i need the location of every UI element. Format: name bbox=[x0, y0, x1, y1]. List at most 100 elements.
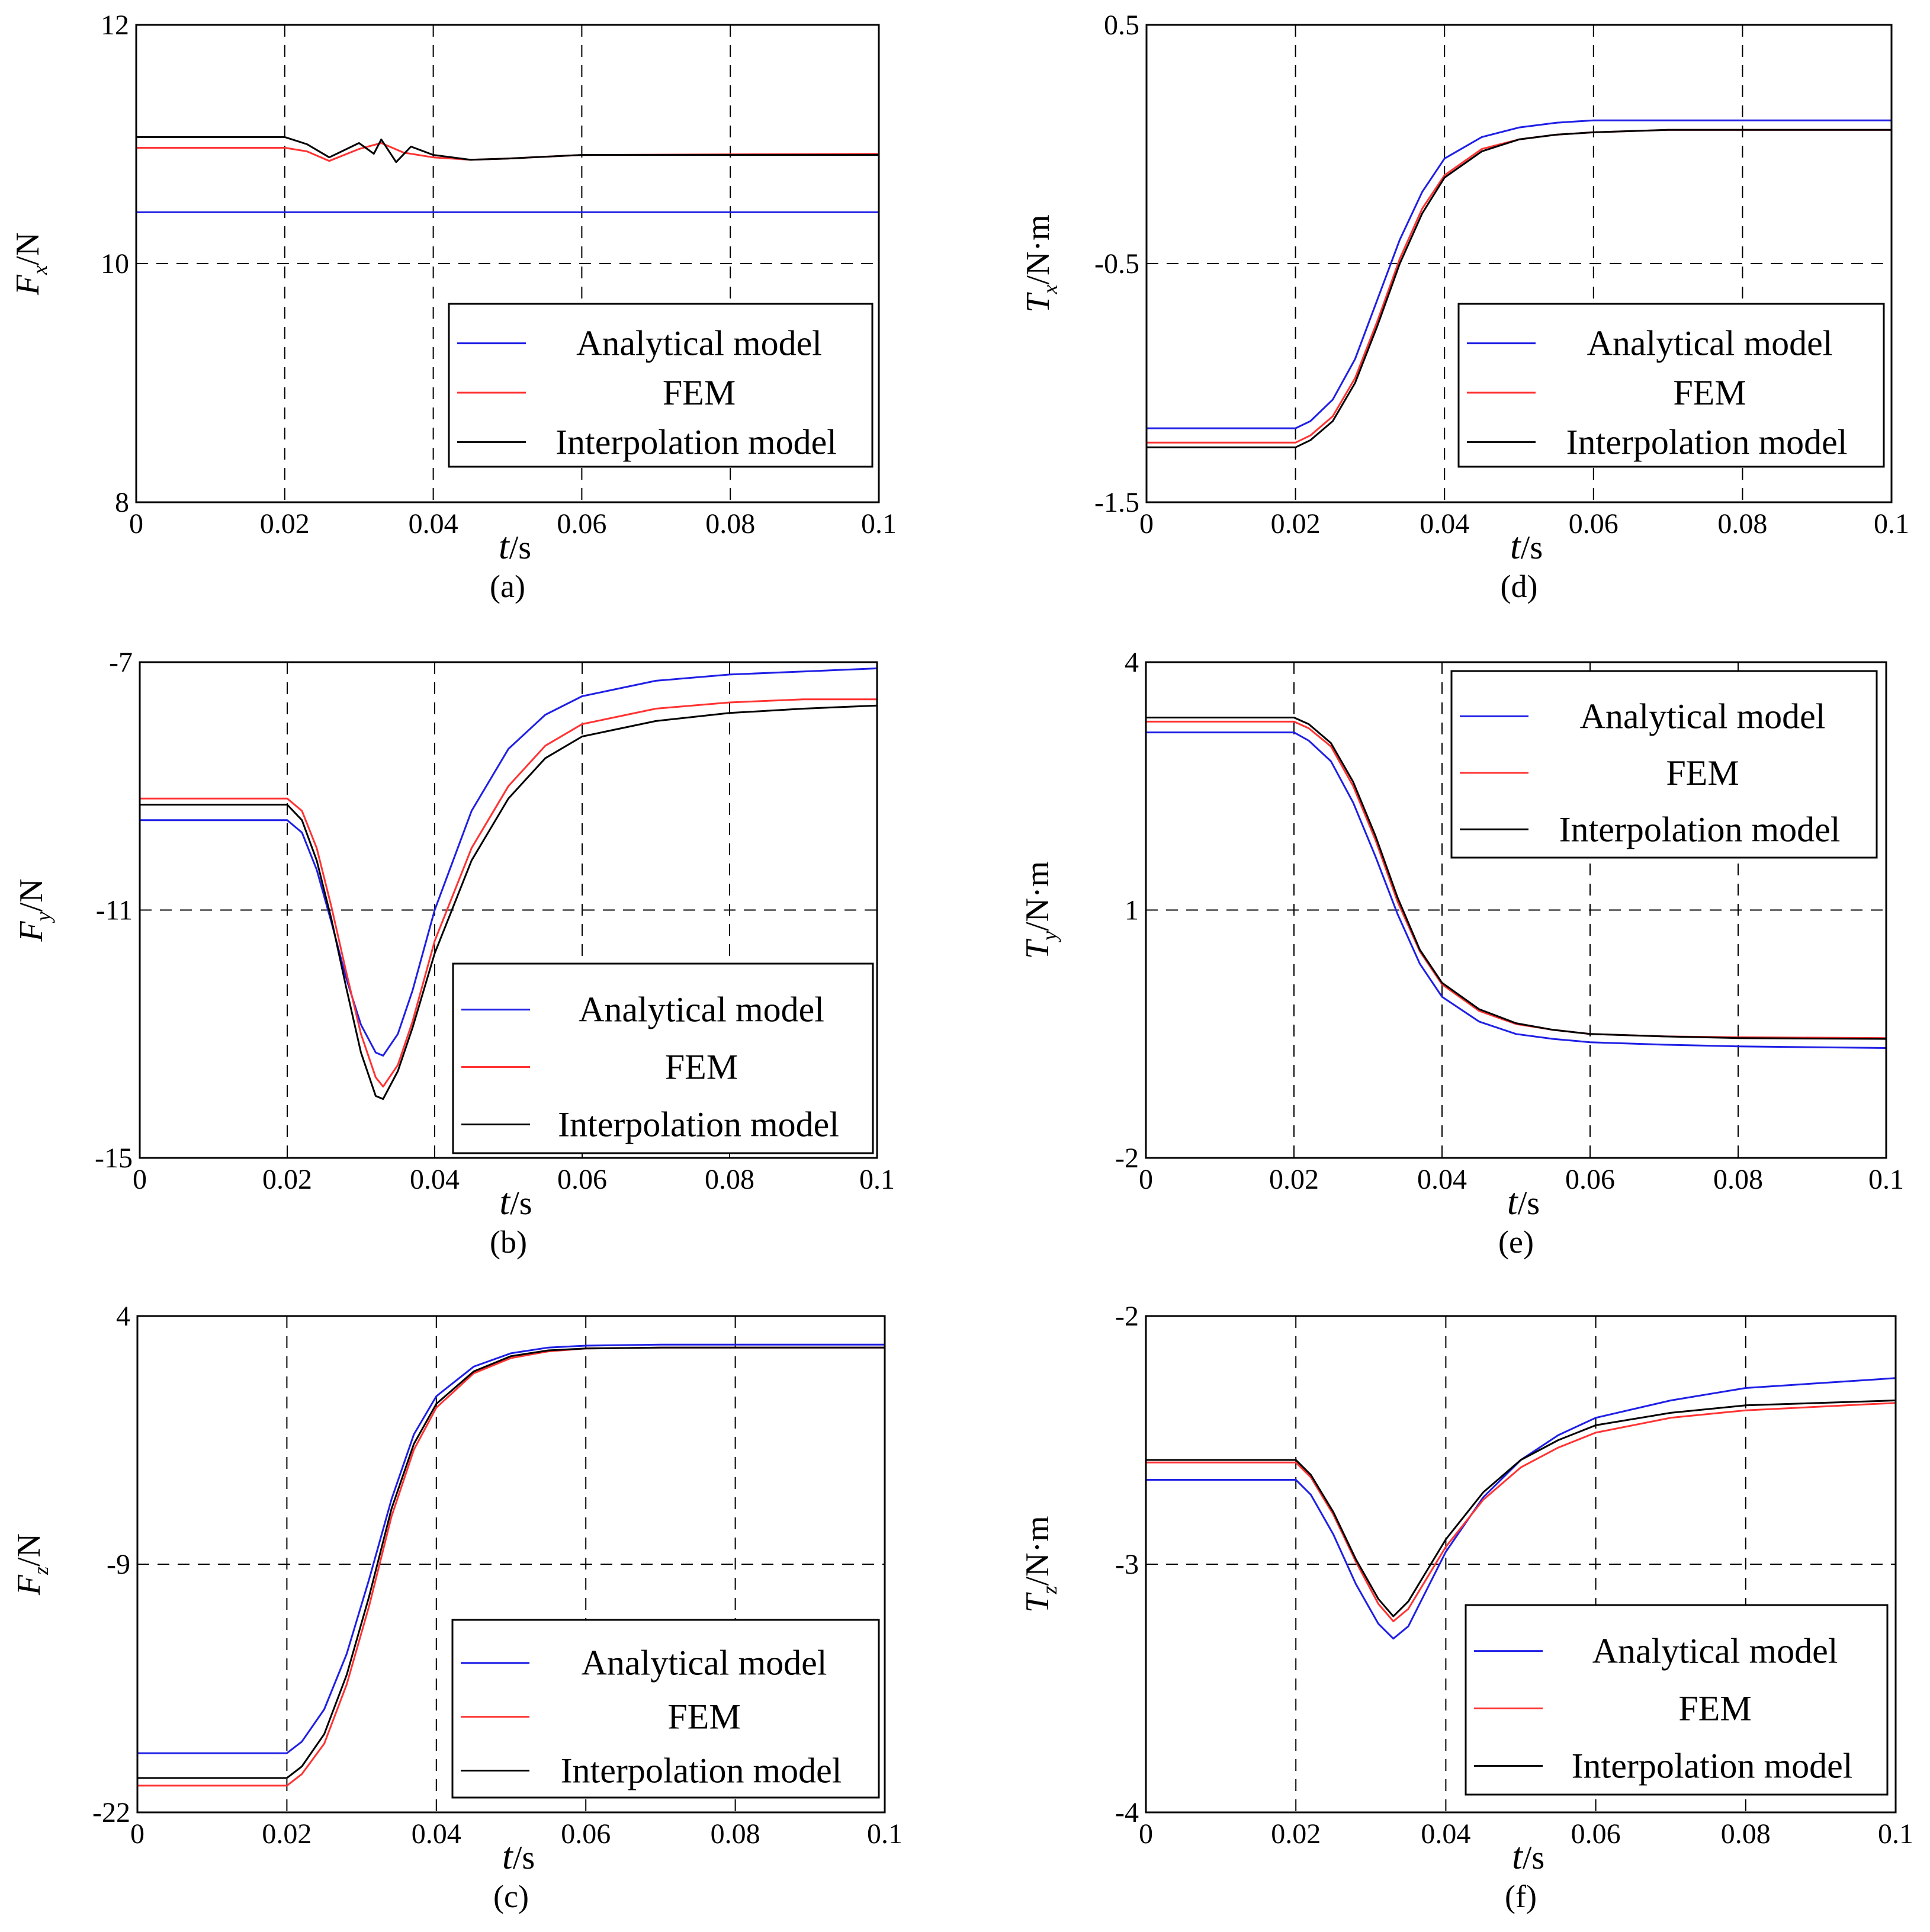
x-tick-label: 0.02 bbox=[1271, 1818, 1321, 1850]
y-tick-label: -22 bbox=[92, 1797, 130, 1828]
legend-label: FEM bbox=[665, 1048, 738, 1087]
y-tick-label: 4 bbox=[1125, 647, 1139, 678]
plot-frame bbox=[136, 1315, 886, 1814]
y-tick-label: -2 bbox=[1115, 1142, 1139, 1174]
legend: Analytical model FEM Interpolation model bbox=[451, 1619, 880, 1799]
x-tick-label: 0 bbox=[1139, 1818, 1153, 1850]
plot-frame bbox=[139, 661, 878, 1159]
x-tick-label: 0.08 bbox=[1713, 1164, 1763, 1195]
y-tick-label: -9 bbox=[107, 1549, 130, 1580]
series-line bbox=[1146, 731, 1887, 1049]
x-tick-label: 0 bbox=[1139, 508, 1154, 540]
legend-label: Interpolation model bbox=[1572, 1747, 1853, 1786]
legend-label: Analytical model bbox=[1592, 1632, 1838, 1671]
legend-label: Analytical model bbox=[579, 990, 824, 1029]
x-tick-label: 0.04 bbox=[1421, 1818, 1470, 1850]
y-axis-label: Fx/N bbox=[9, 232, 52, 296]
chart-e: 0 0.02 0.04 0.06 0.08 0.1 -2 1 4 t/s Ty/N·m (e) Anal… bbox=[1019, 647, 1904, 1260]
series-line bbox=[1147, 119, 1892, 429]
x-tick-label: 0.1 bbox=[867, 1818, 903, 1850]
x-tick-label: 0.06 bbox=[561, 1818, 611, 1850]
x-tick-label: 0.1 bbox=[1878, 1818, 1913, 1850]
x-tick-label: 0.04 bbox=[412, 1818, 461, 1850]
legend-label: Interpolation model bbox=[555, 422, 837, 461]
x-tick-label: 0.02 bbox=[262, 1818, 312, 1850]
x-tick-label: 0.06 bbox=[1569, 508, 1618, 540]
series-line bbox=[1147, 129, 1892, 448]
legend: Analytical model FEM Interpolation model bbox=[1457, 303, 1885, 468]
series-line bbox=[1146, 1402, 1896, 1622]
legend-box bbox=[448, 303, 874, 468]
x-tick-label: 0.06 bbox=[1571, 1818, 1621, 1850]
series-line bbox=[1146, 717, 1887, 1040]
plot-frame bbox=[135, 24, 880, 503]
legend: Analytical model FEM Interpolation model bbox=[1450, 670, 1878, 859]
x-tick-label: 0.1 bbox=[1874, 508, 1909, 540]
x-tick-label: 0.04 bbox=[1417, 1164, 1467, 1195]
legend-label: Analytical model bbox=[1580, 697, 1826, 736]
series-line bbox=[137, 1346, 885, 1779]
legend-label: Interpolation model bbox=[1559, 810, 1841, 849]
y-tick-label: -7 bbox=[109, 647, 133, 678]
y-axis-label: Tz/N·m bbox=[1019, 1516, 1061, 1612]
panel-label: (a) bbox=[490, 569, 525, 604]
x-tick-label: 0.02 bbox=[260, 508, 310, 540]
x-tick-label: 0.06 bbox=[557, 1164, 607, 1195]
x-tick-label: 0 bbox=[129, 508, 143, 540]
x-tick-label: 0 bbox=[133, 1164, 147, 1195]
x-tick-label: 0.06 bbox=[1565, 1164, 1615, 1195]
x-tick-label: 0.08 bbox=[705, 1164, 754, 1195]
series-line bbox=[136, 136, 879, 163]
legend-label: FEM bbox=[1673, 373, 1746, 412]
x-tick-label: 0.02 bbox=[1269, 1164, 1319, 1195]
y-tick-label: -0.5 bbox=[1094, 248, 1139, 280]
x-tick-label: 0.04 bbox=[1420, 508, 1469, 540]
chart-c: 0 0.02 0.04 0.06 0.08 0.1 -22 -9 4 t/s Fz/N (c) Anal… bbox=[11, 1301, 903, 1914]
y-tick-label: -15 bbox=[95, 1142, 133, 1174]
chart-a: 0 0.02 0.04 0.06 0.08 0.1 8 10 12 t/s Fx/N (a) Analy… bbox=[9, 9, 897, 604]
y-tick-label: 4 bbox=[116, 1301, 130, 1332]
legend-label: FEM bbox=[663, 373, 736, 412]
panel-label: (c) bbox=[493, 1879, 529, 1914]
y-tick-label: 10 bbox=[101, 248, 129, 280]
plot-frame bbox=[1145, 1315, 1897, 1814]
legend-label: FEM bbox=[1666, 753, 1739, 792]
y-axis-label: Ty/N·m bbox=[1019, 861, 1061, 959]
legend-label: Interpolation model bbox=[561, 1751, 842, 1790]
legend-box bbox=[451, 1619, 880, 1799]
y-tick-label: 12 bbox=[101, 9, 129, 41]
y-tick-label: 8 bbox=[115, 487, 129, 518]
legend-label: Interpolation model bbox=[558, 1105, 839, 1144]
y-axis-label: Fz/N bbox=[11, 1533, 53, 1596]
legend-label: FEM bbox=[667, 1697, 740, 1737]
legend: Analytical model FEM Interpolation model bbox=[452, 962, 874, 1154]
x-axis-label: t/s bbox=[502, 1835, 535, 1877]
x-tick-label: 0.1 bbox=[861, 508, 897, 540]
x-tick-label: 0.08 bbox=[705, 508, 755, 540]
y-tick-label: -4 bbox=[1115, 1797, 1139, 1828]
series-line bbox=[137, 1343, 885, 1754]
x-axis-label: t/s bbox=[1507, 1180, 1540, 1222]
x-tick-label: 0.08 bbox=[1717, 508, 1767, 540]
series-line bbox=[140, 667, 878, 1057]
series-line bbox=[1146, 1377, 1896, 1640]
y-tick-label: -1.5 bbox=[1094, 487, 1139, 518]
x-axis-label: t/s bbox=[499, 525, 531, 567]
legend-box bbox=[1450, 670, 1878, 859]
panel-label: (d) bbox=[1501, 569, 1538, 604]
legend-box bbox=[452, 962, 874, 1154]
series-line bbox=[140, 698, 877, 1088]
series-line bbox=[1146, 1400, 1896, 1618]
x-axis-label: t/s bbox=[499, 1180, 532, 1222]
legend-label: Interpolation model bbox=[1566, 422, 1848, 461]
x-tick-label: 0.02 bbox=[262, 1164, 312, 1195]
panel-label: (b) bbox=[490, 1224, 527, 1260]
x-axis-label: t/s bbox=[1512, 1835, 1544, 1877]
y-tick-label: -3 bbox=[1115, 1549, 1139, 1580]
x-tick-label: 0.1 bbox=[859, 1164, 895, 1195]
plot-frame bbox=[1145, 24, 1893, 503]
chart-b: 0 0.02 0.04 0.06 0.08 0.1 -15 -11 -7 t/s Fy/N (b) An… bbox=[13, 647, 895, 1260]
legend-label: FEM bbox=[1678, 1689, 1751, 1728]
x-tick-label: 0.1 bbox=[1868, 1164, 1904, 1195]
x-tick-label: 0.04 bbox=[410, 1164, 460, 1195]
